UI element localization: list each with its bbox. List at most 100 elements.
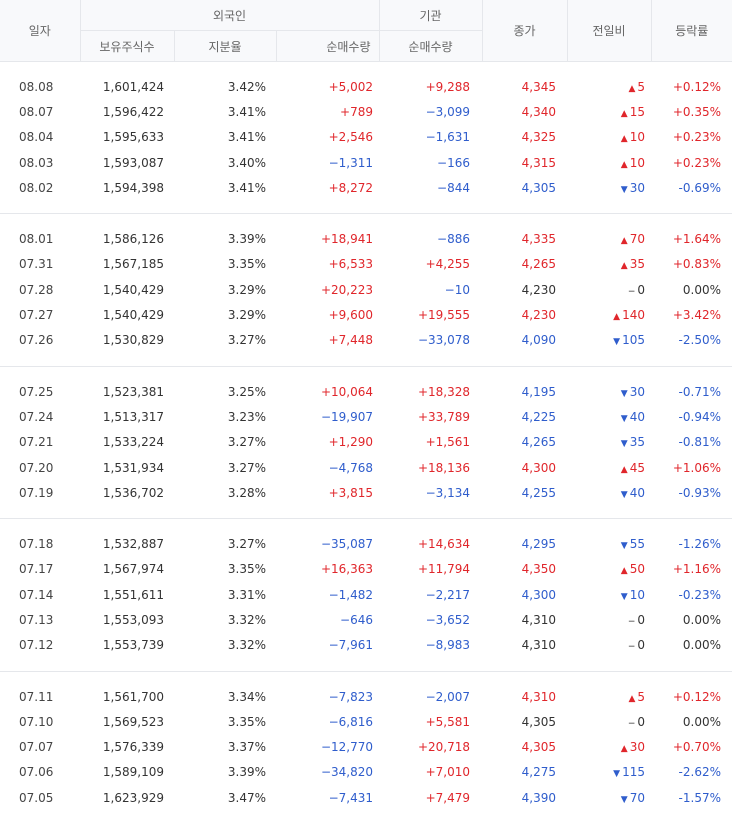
change-cell: ▲ 45 <box>567 455 651 480</box>
date-cell: 08.03 <box>19 155 54 170</box>
foreign-net-cell: −4,768 <box>328 460 373 475</box>
close-price-cell: 4,350 <box>521 562 556 577</box>
close-price-cell: 4,195 <box>521 384 556 399</box>
rate-cell: -2.50% <box>678 333 721 348</box>
inst-net-cell: −3,652 <box>425 612 470 627</box>
inst-net-cell: +18,136 <box>417 460 470 475</box>
date-cell: 07.31 <box>19 257 54 272</box>
foreign-net-cell: +18,941 <box>320 232 373 247</box>
table-row: 08.08 1,601,424 3.42% +5,002 +9,288 4,345 ▲ 5 +0… <box>0 74 732 99</box>
date-cell: 07.25 <box>19 384 54 399</box>
date-cell: 07.21 <box>19 435 54 450</box>
change-value: 0 <box>637 282 645 297</box>
foreign-net-cell: +8,272 <box>328 180 373 195</box>
close-price-cell: 4,295 <box>521 537 556 552</box>
change-cell: ▼ 35 <box>567 430 651 455</box>
rate-cell: -0.69% <box>678 180 721 195</box>
header-foreign-net: 순매수량 <box>275 30 379 62</box>
dash-icon: − <box>627 642 636 653</box>
foreign-net-cell: −1,311 <box>328 155 373 170</box>
table-row: 07.07 1,576,339 3.37% −12,770 +20,718 4,305 ▲ 3… <box>0 735 732 760</box>
ratio-cell: 3.37% <box>227 740 266 755</box>
inst-net-cell: +14,634 <box>417 537 470 552</box>
holdings-cell: 1,576,339 <box>102 740 164 755</box>
holdings-cell: 1,533,224 <box>102 435 164 450</box>
inst-net-cell: −3,099 <box>425 104 470 119</box>
table-row: 08.03 1,593,087 3.40% −1,311 −166 4,315 ▲ 10 +0.… <box>0 150 732 175</box>
ratio-cell: 3.31% <box>227 587 266 602</box>
holdings-cell: 1,540,429 <box>102 282 164 297</box>
table-row: 07.20 1,531,934 3.27% −4,768 +18,136 4,300 ▲ 45… <box>0 455 732 480</box>
triangle-up-icon: ▲ <box>620 108 628 119</box>
rate-cell: 0.00% <box>682 282 721 297</box>
rate-cell: 0.00% <box>682 612 721 627</box>
holdings-cell: 1,596,422 <box>102 104 164 119</box>
group-divider <box>0 200 732 215</box>
table-row: 07.25 1,523,381 3.25% +10,064 +18,328 4,195 ▼ 3… <box>0 379 732 404</box>
inst-net-cell: +33,789 <box>417 409 470 424</box>
rate-cell: -2.62% <box>678 765 721 780</box>
inst-net-cell: −886 <box>437 232 470 247</box>
holdings-cell: 1,540,429 <box>102 308 164 323</box>
holdings-cell: 1,561,700 <box>102 689 164 704</box>
change-cell: ▼ 40 <box>567 480 651 505</box>
change-value: 0 <box>637 612 645 627</box>
date-cell: 07.06 <box>19 765 54 780</box>
ratio-cell: 3.35% <box>227 714 266 729</box>
change-value: 45 <box>629 460 645 475</box>
close-price-cell: 4,275 <box>521 765 556 780</box>
holdings-cell: 1,530,829 <box>102 333 164 348</box>
close-price-cell: 4,310 <box>521 612 556 627</box>
date-cell: 07.10 <box>19 714 54 729</box>
foreign-net-cell: +16,363 <box>320 562 373 577</box>
holdings-cell: 1,553,739 <box>102 638 164 653</box>
ratio-cell: 3.28% <box>227 485 266 500</box>
table-row: 07.21 1,533,224 3.27% +1,290 +1,561 4,265 ▼ 35 -… <box>0 430 732 455</box>
table-row: 07.05 1,623,929 3.47% −7,431 +7,479 4,390 ▼ 70 -… <box>0 785 732 810</box>
rate-cell: -1.26% <box>678 537 721 552</box>
holdings-cell: 1,595,633 <box>102 130 164 145</box>
foreign-net-cell: −35,087 <box>320 537 373 552</box>
ratio-cell: 3.32% <box>227 612 266 627</box>
change-cell: ▼ 55 <box>567 531 651 556</box>
close-price-cell: 4,305 <box>521 180 556 195</box>
change-value: 115 <box>622 765 645 780</box>
rate-cell: +0.12% <box>672 79 721 94</box>
change-cell: ▼ 30 <box>567 175 651 200</box>
foreign-net-cell: −7,823 <box>328 689 373 704</box>
foreign-net-cell: −12,770 <box>320 740 373 755</box>
change-cell: ▼ 70 <box>567 785 651 810</box>
ratio-cell: 3.27% <box>227 333 266 348</box>
close-price-cell: 4,345 <box>521 79 556 94</box>
foreign-net-cell: −1,482 <box>328 587 373 602</box>
change-cell: −0 <box>567 709 651 734</box>
table-header: 일자 외국인 기관 종가 전일비 등락률 보유주식수 지분율 순매수량 순매수량 <box>0 0 732 62</box>
foreign-net-cell: −34,820 <box>320 765 373 780</box>
date-cell: 07.19 <box>19 485 54 500</box>
rate-cell: -0.94% <box>678 409 721 424</box>
table-row: 08.01 1,586,126 3.39% +18,941 −886 4,335 ▲ 70 +1… <box>0 226 732 251</box>
triangle-down-icon: ▼ <box>620 413 628 424</box>
close-price-cell: 4,265 <box>521 435 556 450</box>
change-cell: ▼ 30 <box>567 379 651 404</box>
change-value: 0 <box>637 638 645 653</box>
holdings-cell: 1,586,126 <box>102 232 164 247</box>
table-row: 07.17 1,567,974 3.35% +16,363 +11,794 4,350 ▲ 5… <box>0 557 732 582</box>
inst-net-cell: −33,078 <box>417 333 470 348</box>
foreign-net-cell: +3,815 <box>328 485 373 500</box>
triangle-down-icon: ▼ <box>620 541 628 552</box>
rate-cell: +1.16% <box>672 562 721 577</box>
foreign-net-cell: −7,961 <box>328 638 373 653</box>
date-cell: 07.07 <box>19 740 54 755</box>
rate-cell: +0.70% <box>672 740 721 755</box>
ratio-cell: 3.27% <box>227 435 266 450</box>
holdings-cell: 1,567,185 <box>102 257 164 272</box>
foreign-net-cell: +10,064 <box>320 384 373 399</box>
table-row: 07.11 1,561,700 3.34% −7,823 −2,007 4,310 ▲ 5 +0… <box>0 684 732 709</box>
table-row: 07.10 1,569,523 3.35% −6,816 +5,581 4,305 −0 0.… <box>0 709 732 734</box>
change-cell: ▲ 50 <box>567 557 651 582</box>
ratio-cell: 3.35% <box>227 257 266 272</box>
header-holdings: 보유주식수 <box>79 30 174 62</box>
inst-net-cell: +20,718 <box>417 740 470 755</box>
